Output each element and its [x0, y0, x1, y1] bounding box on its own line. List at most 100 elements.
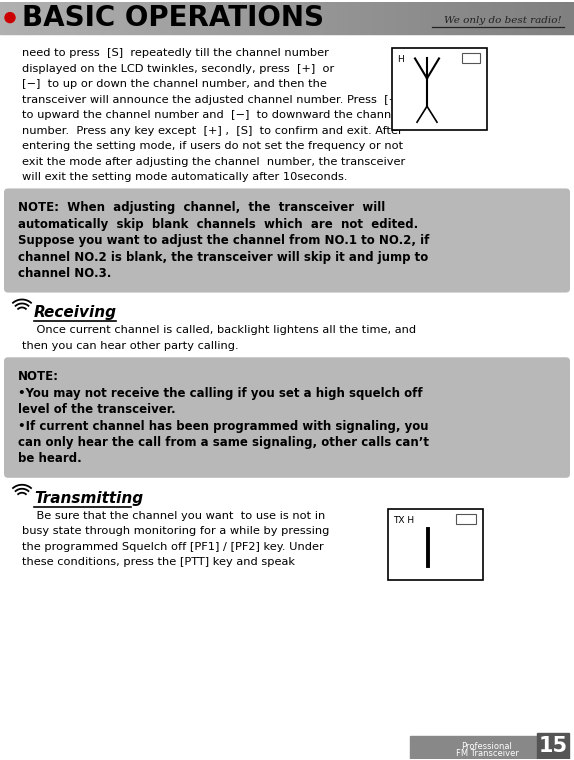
- Bar: [35, 2, 36, 33]
- Bar: [287, 2, 288, 33]
- Bar: [329, 2, 330, 33]
- Bar: [11, 2, 12, 33]
- Bar: [227, 2, 228, 33]
- Bar: [407, 2, 408, 33]
- Bar: [141, 2, 142, 33]
- Bar: [325, 2, 326, 33]
- Bar: [102, 2, 103, 33]
- Bar: [336, 2, 337, 33]
- Bar: [58, 2, 59, 33]
- Bar: [110, 2, 111, 33]
- Text: Receiving: Receiving: [34, 306, 117, 321]
- Bar: [536, 2, 537, 33]
- Bar: [50, 2, 51, 33]
- Bar: [189, 2, 190, 33]
- Bar: [570, 2, 571, 33]
- Bar: [284, 2, 285, 33]
- Bar: [156, 2, 157, 33]
- Bar: [265, 2, 266, 33]
- Bar: [297, 2, 298, 33]
- Text: Be sure that the channel you want  to use is not in: Be sure that the channel you want to use…: [22, 511, 325, 521]
- Bar: [123, 2, 124, 33]
- Bar: [33, 2, 34, 33]
- Bar: [497, 2, 498, 33]
- Bar: [76, 2, 77, 33]
- Bar: [276, 2, 277, 33]
- Bar: [480, 2, 481, 33]
- Bar: [370, 2, 371, 33]
- Bar: [426, 2, 427, 33]
- Bar: [457, 2, 458, 33]
- Bar: [256, 2, 257, 33]
- Bar: [146, 2, 147, 33]
- Bar: [422, 2, 423, 33]
- Bar: [137, 2, 138, 33]
- Bar: [125, 2, 126, 33]
- Bar: [26, 2, 27, 33]
- Bar: [471, 2, 472, 33]
- Bar: [150, 2, 151, 33]
- Bar: [292, 2, 293, 33]
- Bar: [446, 2, 447, 33]
- Bar: [192, 2, 193, 33]
- Text: then you can hear other party calling.: then you can hear other party calling.: [22, 340, 239, 351]
- Bar: [217, 2, 218, 33]
- FancyBboxPatch shape: [4, 357, 570, 478]
- Bar: [511, 2, 512, 33]
- Bar: [340, 2, 341, 33]
- Bar: [486, 2, 487, 33]
- Bar: [314, 2, 315, 33]
- Bar: [296, 2, 297, 33]
- Bar: [392, 49, 487, 130]
- Bar: [397, 2, 398, 33]
- Bar: [415, 2, 416, 33]
- Bar: [354, 2, 355, 33]
- Bar: [231, 2, 232, 33]
- Bar: [280, 2, 281, 33]
- Bar: [84, 2, 85, 33]
- Bar: [452, 2, 453, 33]
- Bar: [238, 2, 239, 33]
- Bar: [72, 2, 73, 33]
- Bar: [494, 2, 495, 33]
- Bar: [527, 2, 528, 33]
- Bar: [534, 2, 535, 33]
- Bar: [81, 2, 82, 33]
- Text: FM Transceiver: FM Transceiver: [456, 749, 518, 758]
- Bar: [283, 2, 284, 33]
- Bar: [20, 2, 21, 33]
- Bar: [506, 2, 507, 33]
- Bar: [267, 2, 268, 33]
- Bar: [365, 2, 366, 33]
- Bar: [302, 2, 303, 33]
- Text: need to press  [S]  repeatedly till the channel number: need to press [S] repeatedly till the ch…: [22, 49, 329, 59]
- Bar: [42, 2, 43, 33]
- Bar: [93, 2, 94, 33]
- Bar: [469, 2, 470, 33]
- Bar: [419, 2, 420, 33]
- Bar: [245, 2, 246, 33]
- Bar: [436, 2, 437, 33]
- Bar: [119, 2, 120, 33]
- Bar: [246, 2, 247, 33]
- Bar: [526, 2, 527, 33]
- Bar: [7, 2, 8, 33]
- Bar: [86, 2, 87, 33]
- Bar: [319, 2, 320, 33]
- Bar: [27, 2, 28, 33]
- Bar: [545, 2, 546, 33]
- Bar: [158, 2, 159, 33]
- Bar: [219, 2, 220, 33]
- Bar: [320, 2, 321, 33]
- Bar: [394, 2, 395, 33]
- Text: exit the mode after adjusting the channel  number, the transceiver: exit the mode after adjusting the channe…: [22, 157, 405, 166]
- Bar: [358, 2, 359, 33]
- Bar: [41, 2, 42, 33]
- Bar: [440, 2, 441, 33]
- Bar: [57, 2, 58, 33]
- Bar: [249, 2, 250, 33]
- Bar: [514, 2, 515, 33]
- Bar: [182, 2, 183, 33]
- Bar: [359, 2, 360, 33]
- Bar: [301, 2, 302, 33]
